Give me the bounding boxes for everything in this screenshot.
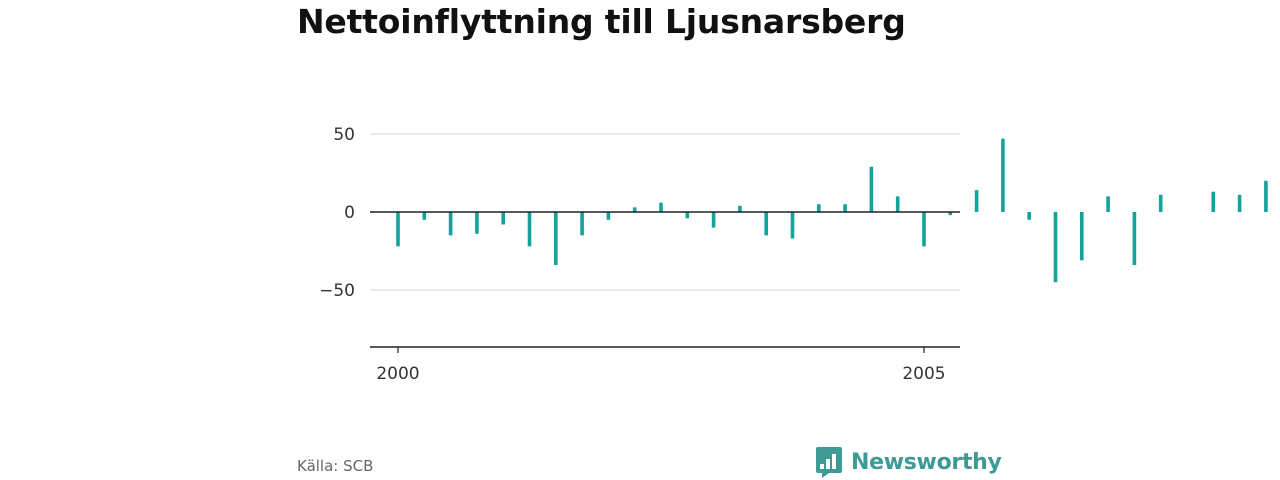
bar [527,212,532,247]
bar [843,204,847,212]
bar [422,212,427,220]
bar [396,212,400,247]
bar [1211,191,1216,212]
bar [711,212,716,228]
bar [501,212,505,225]
bar [1158,194,1163,212]
bar [764,212,768,236]
axes [370,211,960,353]
bar [1027,212,1031,220]
bar [1053,212,1058,283]
bar [685,212,690,219]
bar [974,190,979,212]
brand-logo: Newsworthy [815,446,1002,478]
y-tick-label: 0 [344,203,355,223]
bar [895,196,900,212]
bar [554,212,558,266]
bar [632,207,637,212]
bar-chart-icon [816,447,842,478]
bar [1001,138,1005,212]
bar [948,212,953,216]
bar [922,212,926,247]
bar [817,204,821,212]
source-note: Källa: SCB [297,457,374,475]
bars [396,138,1268,283]
brand-name: Newsworthy [851,449,1002,475]
bar [1080,212,1084,261]
bar [1106,196,1110,212]
x-tick-label: 2000 [376,364,419,384]
chart-title: Nettoinflyttning till Ljusnarsberg [297,2,906,41]
bar [790,212,795,239]
bar [659,202,663,212]
y-tick-label: −50 [319,281,355,301]
y-tick-labels: 50 0 −50 [319,125,355,301]
bar [448,212,453,236]
bar [580,212,584,236]
bar [1237,194,1242,212]
bar [475,212,479,234]
x-tick-label: 2005 [902,364,945,384]
grid-lines [370,133,960,291]
bar [1132,212,1137,266]
y-tick-label: 50 [333,125,355,145]
x-tick-labels: 200020052010201520202025 [376,364,945,384]
bar [869,166,874,212]
bar [738,205,742,212]
bar [606,212,611,220]
bar [1264,180,1268,212]
